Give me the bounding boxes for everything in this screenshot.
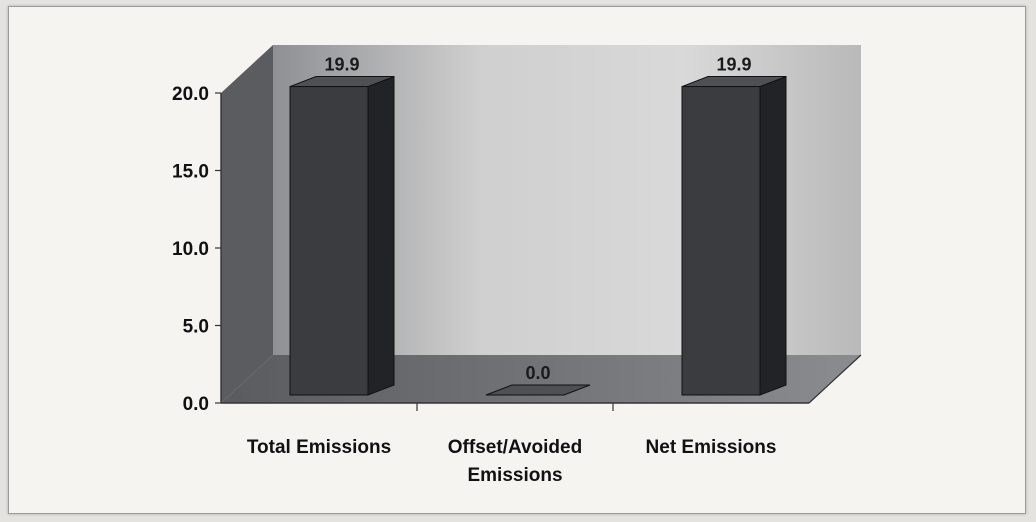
- bar-top: [289, 76, 395, 88]
- y-tick-label: 15.0: [172, 162, 209, 183]
- bar-top: [681, 76, 787, 88]
- bar-front: [681, 86, 761, 396]
- data-label: 19.9: [324, 55, 359, 75]
- data-label: 0.0: [525, 363, 550, 383]
- chart-side-wall: [221, 45, 273, 403]
- bar-top: [485, 384, 591, 396]
- x-category-label: Net Emissions: [646, 437, 777, 458]
- bar-side: [759, 75, 787, 396]
- floor-edge-line: [808, 354, 862, 404]
- bar-front: [289, 86, 369, 396]
- emissions-bar-chart: 0.0 5.0 10.0 15.0 20.0 19.9 Total Emissions 0.0…: [172, 45, 862, 486]
- x-category-label: Total Emissions: [247, 437, 391, 458]
- bar-side: [367, 75, 395, 396]
- chart-frame: 0.0 5.0 10.0 15.0 20.0 19.9 Total Emissions 0.0…: [8, 6, 1026, 514]
- y-tick-label: 10.0: [172, 239, 209, 260]
- data-label: 19.9: [716, 55, 751, 75]
- y-tick-label: 5.0: [183, 317, 209, 338]
- y-tick-label: 0.0: [183, 394, 209, 415]
- x-category-label: Offset/Avoided Emissions: [448, 437, 582, 486]
- y-tick-label: 20.0: [172, 84, 209, 105]
